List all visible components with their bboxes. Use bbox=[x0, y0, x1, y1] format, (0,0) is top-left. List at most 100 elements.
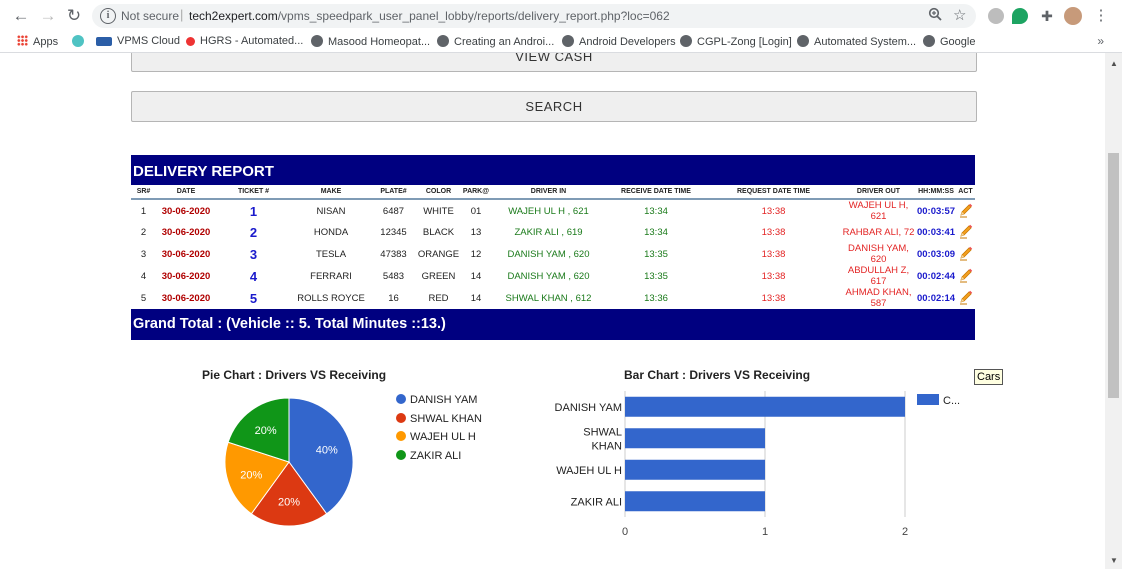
edit-pencil-icon[interactable] bbox=[958, 202, 974, 218]
view-cash-button[interactable]: VIEW CASH bbox=[131, 53, 977, 72]
pie-slice[interactable] bbox=[288, 397, 354, 515]
action-cell[interactable] bbox=[956, 287, 975, 309]
receive-time-cell: 13:35 bbox=[644, 248, 668, 260]
globe-icon bbox=[797, 35, 809, 47]
bookmark-item[interactable] bbox=[72, 35, 89, 48]
url-path: /vpms_speedpark_user_panel_lobby/reports… bbox=[277, 9, 670, 23]
info-icon[interactable]: i bbox=[100, 8, 116, 24]
bookmarks-more-icon[interactable]: » bbox=[1097, 34, 1104, 48]
edit-pencil-icon[interactable] bbox=[958, 289, 974, 305]
bookmark-android-developers[interactable]: Android Developers bbox=[562, 35, 676, 48]
extension-green-icon[interactable] bbox=[1012, 8, 1028, 24]
date-cell: 30-06-2020 bbox=[161, 248, 211, 260]
scroll-up-icon[interactable]: ▲ bbox=[1110, 59, 1118, 68]
bookmark-cgpl-zong[interactable]: CGPL-Zong [Login] bbox=[680, 35, 792, 48]
sr-cell: 4 bbox=[140, 270, 147, 282]
driver-out-cell: ABDULLAH Z, 617 bbox=[847, 265, 910, 287]
bookmark-label: Google bbox=[940, 36, 976, 48]
extension-grey-icon[interactable] bbox=[988, 8, 1004, 24]
pie-slice-label: 20% bbox=[278, 497, 300, 509]
park-cell: 13 bbox=[470, 227, 482, 238]
bookmark-vpms-cloud[interactable]: VPMS Cloud bbox=[96, 35, 180, 47]
request-time-cell: 13:38 bbox=[761, 270, 786, 282]
action-cell[interactable] bbox=[956, 222, 975, 243]
ticket-cell[interactable]: 5 bbox=[249, 290, 258, 306]
pie-legend-item[interactable]: ZAKIR ALI bbox=[396, 449, 461, 462]
ticket-cell[interactable]: 3 bbox=[249, 246, 258, 262]
pie-slice[interactable] bbox=[250, 461, 328, 527]
url-text[interactable]: tech2expert.com/vpms_speedpark_user_pane… bbox=[189, 9, 670, 23]
back-arrow-icon[interactable]: ← bbox=[12, 6, 30, 25]
action-cell[interactable] bbox=[956, 265, 975, 287]
scrollbar-thumb[interactable] bbox=[1108, 153, 1119, 398]
menu-kebab-icon[interactable]: ⋮ bbox=[1093, 7, 1109, 24]
action-cell[interactable] bbox=[956, 199, 975, 222]
bar[interactable] bbox=[625, 491, 765, 512]
duration-cell: 00:02:14 bbox=[916, 292, 956, 304]
chart-tooltip: Cars bbox=[974, 369, 1004, 385]
bar-legend-label[interactable]: C... bbox=[943, 395, 960, 407]
ticket-cell[interactable]: 1 bbox=[249, 203, 258, 219]
zoom-icon[interactable] bbox=[928, 7, 942, 24]
url-host: tech2expert.com bbox=[189, 9, 278, 23]
bookmark-label: Android Developers bbox=[579, 36, 676, 48]
bar[interactable] bbox=[625, 459, 765, 480]
color-cell: ORANGE bbox=[417, 248, 460, 260]
globe-icon bbox=[562, 35, 574, 47]
search-button[interactable]: SEARCH bbox=[131, 91, 977, 122]
bookmark-masood[interactable]: Masood Homeopat... bbox=[311, 35, 430, 48]
bookmark-apps[interactable]: Apps bbox=[17, 35, 58, 48]
vertical-scrollbar[interactable]: ▲ ▼ bbox=[1105, 53, 1122, 569]
extensions-puzzle-icon[interactable]: ✚ bbox=[1041, 8, 1053, 24]
bookmarks-bar: Apps VPMS Cloud HGRS - Automated... Maso… bbox=[0, 32, 1122, 53]
address-bar[interactable]: i Not secure | tech2expert.com/vpms_spee… bbox=[92, 4, 976, 28]
column-header: MAKE bbox=[291, 185, 371, 200]
park-cell: 01 bbox=[470, 205, 482, 217]
bookmark-automated-system[interactable]: Automated System... bbox=[797, 35, 916, 48]
bookmark-google[interactable]: Google bbox=[923, 35, 975, 48]
pie-legend-item[interactable]: WAJEH UL H bbox=[396, 431, 476, 443]
plate-cell: 12345 bbox=[380, 227, 407, 238]
column-header: PARK@ bbox=[461, 185, 491, 200]
bar[interactable] bbox=[625, 428, 765, 449]
ticket-cell[interactable]: 2 bbox=[249, 225, 258, 240]
pie-slice[interactable] bbox=[224, 441, 290, 515]
bookmark-favicon-icon bbox=[96, 37, 112, 46]
legend-label: DANISH YAM bbox=[410, 394, 478, 406]
page-content: VIEW CASH SEARCH DELIVERY REPORT SR# DATE… bbox=[0, 53, 1102, 569]
pie-legend-item[interactable]: SHWAL KHAN bbox=[396, 412, 482, 425]
bookmark-star-icon[interactable]: ☆ bbox=[953, 7, 967, 24]
table-row: 5 30-06-2020 5 ROLLS ROYCE 16 RED 14 SHWAL KHAN… bbox=[131, 287, 975, 309]
request-time-cell: 13:38 bbox=[761, 292, 786, 304]
edit-pencil-icon[interactable] bbox=[958, 223, 974, 239]
table-row: 3 30-06-2020 3 TESLA 47383 ORANGE 12 DANISH YAM… bbox=[131, 243, 975, 265]
ticket-cell[interactable]: 4 bbox=[249, 268, 258, 284]
driver-in-cell: ZAKIR ALI , 619 bbox=[514, 227, 583, 238]
bookmark-label: VPMS Cloud bbox=[117, 35, 180, 47]
edit-pencil-icon[interactable] bbox=[958, 267, 974, 283]
bookmark-creating-android[interactable]: Creating an Androi... bbox=[437, 35, 554, 48]
request-time-cell: 13:38 bbox=[761, 227, 786, 238]
table-header-row: SR# DATE TICKET # MAKE PLATE# COLOR PARK@ DRIVE… bbox=[131, 185, 975, 200]
date-cell: 30-06-2020 bbox=[161, 270, 211, 282]
report-table: SR# DATE TICKET # MAKE PLATE# COLOR PARK@ DRIVE… bbox=[131, 185, 975, 309]
reload-icon[interactable]: ↻ bbox=[66, 6, 82, 25]
legend-dot-icon bbox=[396, 449, 406, 460]
bookmark-hgrs[interactable]: HGRS - Automated... bbox=[186, 35, 303, 47]
pie-slice[interactable] bbox=[227, 397, 290, 463]
duration-cell: 00:03:57 bbox=[916, 205, 956, 217]
driver-out-cell: WAJEH UL H, 621 bbox=[848, 200, 909, 222]
action-cell[interactable] bbox=[956, 243, 975, 265]
column-header: COLOR bbox=[416, 185, 461, 200]
profile-avatar[interactable] bbox=[1064, 7, 1082, 25]
forward-arrow-icon[interactable]: → bbox=[39, 6, 57, 25]
pie-legend-item[interactable]: DANISH YAM bbox=[396, 394, 477, 406]
column-header: ACT bbox=[956, 185, 975, 200]
scroll-down-icon[interactable]: ▼ bbox=[1110, 556, 1118, 565]
driver-in-cell: DANISH YAM , 620 bbox=[507, 270, 590, 282]
park-cell: 14 bbox=[470, 270, 482, 282]
sr-cell: 3 bbox=[140, 248, 147, 260]
edit-pencil-icon[interactable] bbox=[958, 245, 974, 261]
bar[interactable] bbox=[625, 396, 905, 417]
globe-icon bbox=[680, 35, 692, 47]
